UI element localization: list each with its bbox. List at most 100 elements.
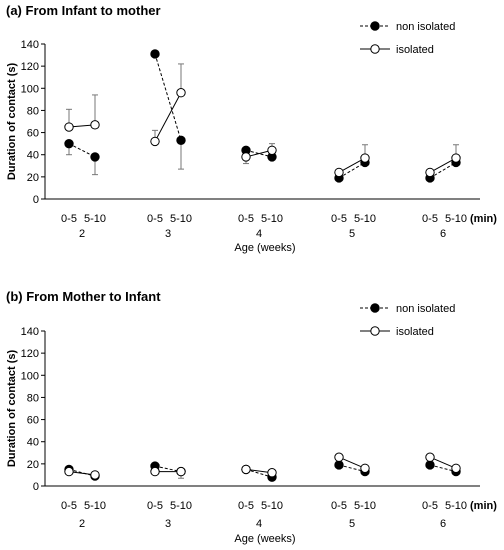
series-line <box>338 456 366 469</box>
x-tick-label: 5-10 <box>84 500 106 512</box>
x-tick-label: 0-5 <box>238 213 254 225</box>
x-group-label: 2 <box>79 228 85 240</box>
series-line <box>338 162 366 179</box>
x-tick-label: 0-5 <box>331 500 347 512</box>
series-non-isolated <box>64 49 461 183</box>
x-tick-label: 0-5 <box>61 213 77 225</box>
legend-marker <box>370 303 380 313</box>
y-tick-label: 140 <box>21 326 39 338</box>
x-tick-label: 5-10 <box>170 213 192 225</box>
x-group-label: 6 <box>440 518 446 530</box>
data-point <box>267 145 277 155</box>
x-tick-label: 0-5 <box>422 500 438 512</box>
y-tick-label: 40 <box>27 437 39 449</box>
series-isolated <box>64 452 461 480</box>
data-point <box>241 464 251 475</box>
data-point <box>267 468 277 478</box>
data-point <box>150 49 160 59</box>
data-point <box>176 88 186 98</box>
y-tick-label: 20 <box>27 459 39 471</box>
x-tick-label: 5-10 <box>261 500 283 512</box>
x-tick-label: 5-10 <box>445 500 467 512</box>
data-point <box>451 463 461 473</box>
x-unit-label: (min) <box>470 500 497 512</box>
x-group-label: 4 <box>256 518 262 530</box>
chart-title: (a) From Infant to mother <box>6 3 161 18</box>
legend-label: isolated <box>396 326 434 338</box>
x-tick-label: 0-5 <box>61 500 77 512</box>
x-axis-label: Age (weeks) <box>234 533 295 545</box>
y-tick-label: 100 <box>21 370 39 382</box>
data-point <box>90 152 100 162</box>
x-group-label: 5 <box>349 228 355 240</box>
legend-marker <box>370 21 380 31</box>
legend-label: non isolated <box>396 21 455 33</box>
series-line <box>338 157 366 173</box>
series-line <box>154 53 182 141</box>
y-tick-label: 60 <box>27 128 39 140</box>
x-group-label: 4 <box>256 228 262 240</box>
data-point <box>150 136 160 147</box>
x-tick-label: 0-5 <box>147 213 163 225</box>
x-group-label: 3 <box>165 228 171 240</box>
data-point <box>334 167 344 178</box>
series-isolated <box>64 63 461 178</box>
y-tick-label: 80 <box>27 105 39 117</box>
x-tick-label: 5-10 <box>354 500 376 512</box>
y-tick-label: 40 <box>27 150 39 162</box>
x-tick-label: 0-5 <box>238 500 254 512</box>
series-line <box>429 456 457 469</box>
y-axis-label: Duration of contact (s) <box>6 63 18 181</box>
x-tick-label: 0-5 <box>422 213 438 225</box>
chart-panel-1: (a) From Infant to mother 0 20 40 60 80 100 120… <box>6 3 497 254</box>
data-point <box>360 463 370 473</box>
x-tick-label: 0-5 <box>147 500 163 512</box>
x-axis-label: Age (weeks) <box>234 242 295 254</box>
data-point <box>90 470 100 480</box>
data-point <box>334 452 344 462</box>
legend-marker <box>370 326 380 336</box>
data-point <box>176 135 186 146</box>
x-tick-label: 5-10 <box>84 213 106 225</box>
legend: non isolated isolated <box>360 303 455 338</box>
chart-panel-2: (b) From Mother to Infant 0 20 40 60 80 100 120… <box>6 289 497 545</box>
x-tick-label: 5-10 <box>445 213 467 225</box>
x-tick-label: 5-10 <box>354 213 376 225</box>
x-group-label: 5 <box>349 518 355 530</box>
data-point <box>64 122 74 132</box>
series-line <box>154 92 182 142</box>
x-tick-label: 5-10 <box>170 500 192 512</box>
chart-title: (b) From Mother to Infant <box>6 289 161 304</box>
y-tick-label: 0 <box>33 194 39 206</box>
legend-marker <box>370 44 380 54</box>
series-line <box>429 157 457 173</box>
data-point <box>241 152 251 162</box>
y-tick-label: 100 <box>21 83 39 95</box>
legend-label: isolated <box>396 44 434 56</box>
data-point <box>334 460 344 470</box>
data-point <box>425 452 435 462</box>
y-tick-label: 120 <box>21 61 39 73</box>
legend: non isolated isolated <box>360 21 455 56</box>
data-point <box>64 138 74 149</box>
y-tick-label: 0 <box>33 481 39 493</box>
data-point <box>150 466 160 477</box>
data-point <box>90 120 100 130</box>
y-tick-label: 140 <box>21 39 39 51</box>
y-tick-label: 120 <box>21 348 39 360</box>
data-point <box>451 153 461 163</box>
x-group-label: 3 <box>165 518 171 530</box>
data-point <box>425 167 435 178</box>
data-point <box>425 460 435 470</box>
x-tick-label: 5-10 <box>261 213 283 225</box>
y-axis-label: Duration of contact (s) <box>6 350 18 468</box>
data-point <box>64 466 74 477</box>
data-point <box>176 466 186 477</box>
x-group-label: 6 <box>440 228 446 240</box>
x-tick-label: 0-5 <box>331 213 347 225</box>
y-tick-label: 20 <box>27 172 39 184</box>
x-unit-label: (min) <box>470 213 497 225</box>
series-line <box>429 162 457 179</box>
x-group-label: 2 <box>79 518 85 530</box>
